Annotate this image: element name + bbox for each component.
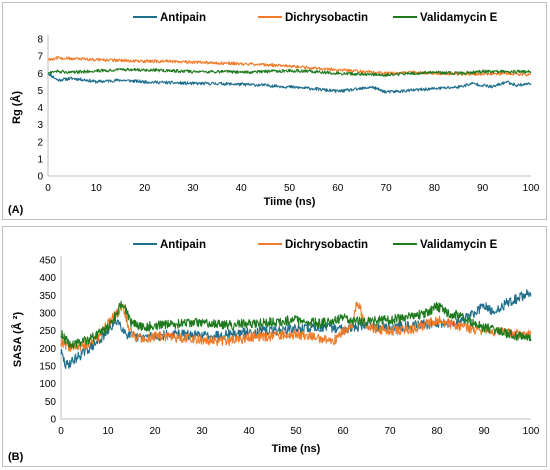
panel-label: (A): [8, 204, 24, 216]
y-tick-label: 50: [45, 397, 57, 408]
x-tick-label: 90: [478, 426, 490, 437]
legend-label: Dichrysobactin: [285, 12, 368, 24]
x-tick-label: 90: [477, 183, 489, 194]
x-tick-label: 40: [243, 426, 255, 437]
y-tick-label: 300: [39, 309, 56, 320]
x-axis-title: Time (ns): [272, 443, 321, 455]
y-tick-label: 6: [37, 69, 43, 80]
x-tick-label: 50: [290, 426, 302, 437]
x-tick-label: 30: [187, 183, 199, 194]
x-tick-label: 60: [332, 183, 344, 194]
x-tick-label: 100: [523, 426, 540, 437]
y-tick-label: 350: [39, 291, 56, 302]
x-tick-label: 70: [381, 183, 393, 194]
x-tick-label: 50: [284, 183, 296, 194]
legend-label: Validamycin E: [420, 239, 498, 251]
y-tick-label: 4: [37, 103, 43, 114]
series-line-antipain: [47, 73, 532, 94]
x-axis-title: Tiime (ns): [264, 196, 316, 208]
x-tick-label: 80: [429, 183, 441, 194]
x-tick-label: 0: [58, 426, 64, 437]
x-tick-label: 70: [384, 426, 396, 437]
y-tick-label: 100: [39, 379, 56, 390]
y-tick-label: 150: [39, 362, 56, 373]
y-tick-label: 400: [39, 273, 56, 284]
panel-label: (B): [8, 451, 24, 463]
y-axis-title: Rg (Å): [10, 91, 23, 124]
x-tick-label: 30: [196, 426, 208, 437]
y-tick-label: 0: [37, 172, 43, 183]
x-tick-label: 10: [102, 426, 114, 437]
series-line-dichrysobactin: [60, 301, 532, 352]
y-tick-label: 5: [37, 86, 43, 97]
x-tick-label: 10: [91, 183, 103, 194]
y-tick-label: 3: [37, 120, 43, 131]
series-line-validamycin-e: [60, 300, 532, 349]
y-tick-label: 7: [37, 52, 43, 63]
panel-a: 0 1 2 3 4 5 6 7 8 0 10 20 30 40 50 60 70 80 90 100 Tiime (ns…: [2, 2, 547, 220]
sasa-chart: 0 50 100 150 200 250 300 350 400 450 0 10 20 30 40 50 60…: [8, 239, 540, 463]
x-tick-label: 20: [139, 183, 151, 194]
y-tick-label: 8: [37, 35, 43, 46]
series-line-validamycin-e: [47, 67, 532, 77]
y-tick-label: 450: [39, 256, 56, 267]
x-tick-label: 100: [523, 183, 540, 194]
x-tick-label: 40: [236, 183, 248, 194]
x-tick-label: 20: [149, 426, 161, 437]
panel-b: 0 50 100 150 200 250 300 350 400 450 0 10 20 30 40 50 60…: [2, 226, 547, 467]
legend-label: Antipain: [160, 239, 206, 251]
y-tick-label: 0: [50, 415, 56, 426]
x-tick-label: 80: [431, 426, 443, 437]
legend-label: Dichrysobactin: [285, 239, 368, 251]
y-tick-label: 2: [37, 137, 43, 148]
x-tick-label: 0: [45, 183, 51, 194]
y-tick-label: 250: [39, 326, 56, 337]
y-tick-label: 1: [37, 154, 43, 165]
y-axis-title: SASA (Å ²): [11, 312, 24, 368]
y-tick-label: 200: [39, 344, 56, 355]
legend-label: Antipain: [160, 12, 206, 24]
legend-label: Validamycin E: [420, 12, 498, 24]
x-tick-label: 60: [337, 426, 349, 437]
